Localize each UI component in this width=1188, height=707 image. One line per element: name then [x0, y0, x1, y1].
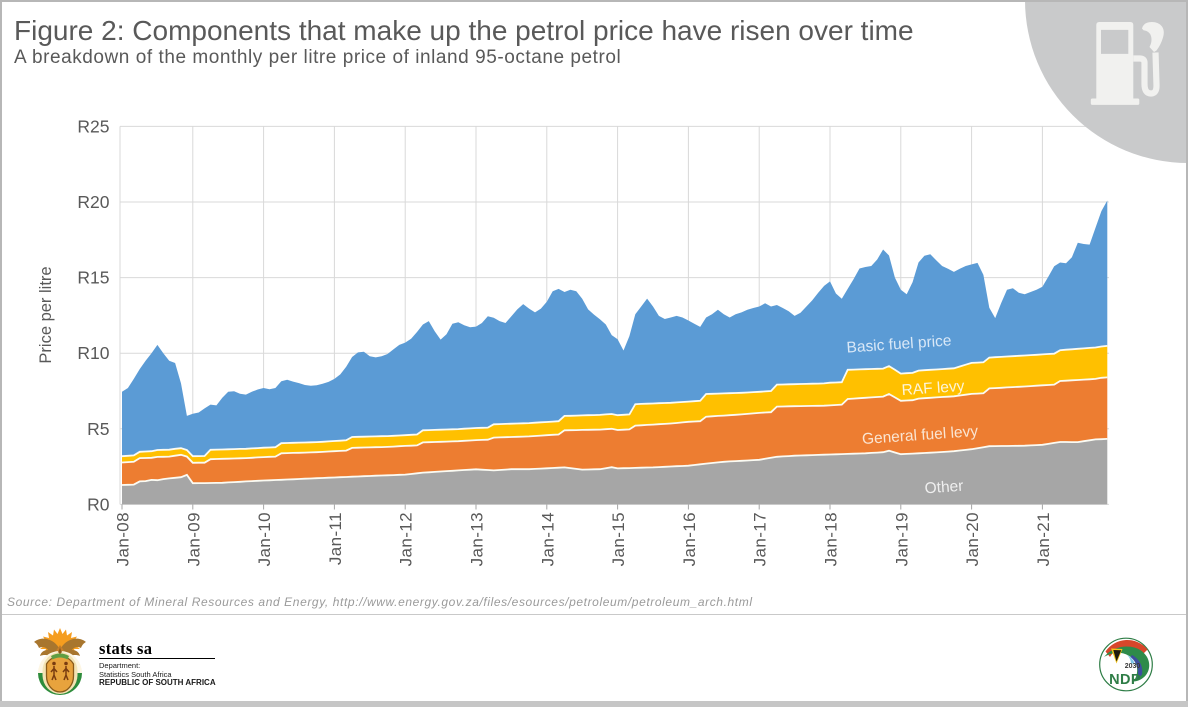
svg-text:R0: R0	[87, 494, 110, 514]
svg-text:R10: R10	[77, 343, 109, 363]
svg-text:R20: R20	[77, 192, 109, 212]
svg-text:Jan-13: Jan-13	[468, 512, 487, 566]
svg-text:Price per litre: Price per litre	[37, 266, 55, 363]
svg-text:2030: 2030	[1125, 663, 1141, 670]
svg-text:NDP: NDP	[1109, 672, 1141, 688]
svg-text:Jan-17: Jan-17	[751, 512, 770, 566]
svg-text:Jan-19: Jan-19	[892, 512, 911, 566]
svg-text:Jan-16: Jan-16	[680, 512, 699, 566]
svg-text:Jan-21: Jan-21	[1034, 512, 1053, 566]
svg-text:Jan-12: Jan-12	[397, 512, 416, 566]
svg-text:Jan-20: Jan-20	[963, 512, 982, 566]
svg-text:Jan-14: Jan-14	[538, 512, 557, 566]
svg-text:R25: R25	[77, 116, 109, 136]
svg-text:Jan-09: Jan-09	[184, 512, 203, 566]
svg-text:Other: Other	[924, 478, 964, 498]
svg-text:Jan-15: Jan-15	[609, 512, 628, 566]
svg-text:Jan-10: Jan-10	[255, 512, 274, 566]
svg-text:Jan-11: Jan-11	[326, 512, 345, 565]
svg-text:RAF levy: RAF levy	[901, 378, 965, 399]
svg-text:Jan-08: Jan-08	[114, 512, 133, 566]
svg-text:Jan-18: Jan-18	[822, 512, 841, 566]
svg-text:R5: R5	[87, 419, 109, 439]
svg-text:R15: R15	[77, 268, 109, 288]
